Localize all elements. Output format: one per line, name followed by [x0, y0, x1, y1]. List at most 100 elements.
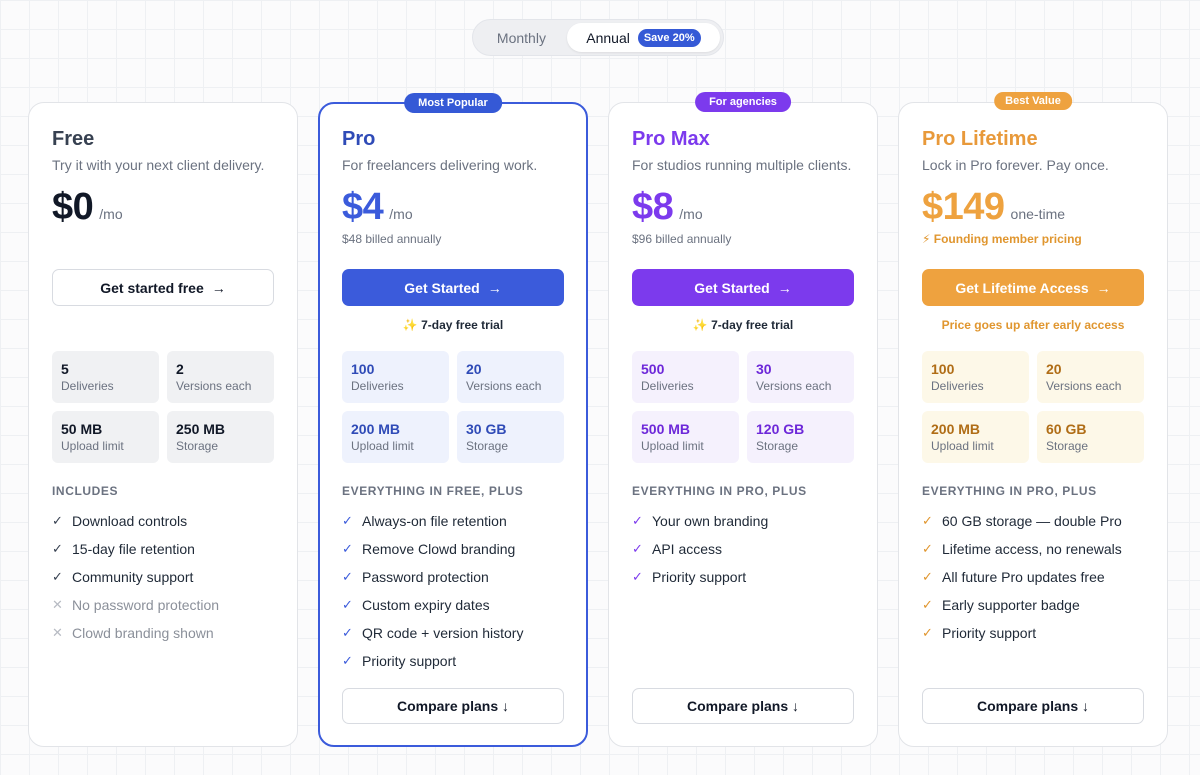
stat-label: Storage: [1046, 439, 1089, 453]
stat-deliveries: 100 Deliveries: [342, 351, 449, 403]
plan-name: Free: [52, 128, 95, 150]
billing-note: $96 billed annually: [632, 232, 732, 246]
includes-title: EVERYTHING IN PRO, PLUS: [632, 484, 807, 498]
check-icon: ✓: [52, 513, 63, 528]
feature-item: ✓ QR code + version history: [342, 619, 523, 647]
compare-plans-button[interactable]: Compare plans ↓: [632, 688, 854, 724]
feature-list: ✓ Always-on file retention ✓ Remove Clowd …: [342, 507, 523, 675]
stat-label: Versions each: [176, 379, 252, 393]
plan-name: Pro Lifetime: [922, 128, 1038, 150]
includes-title: EVERYTHING IN FREE, PLUS: [342, 484, 524, 498]
check-icon: ✓: [922, 569, 933, 584]
feature-text: 60 GB storage — double Pro: [942, 513, 1122, 529]
arrow-right-icon: →: [1096, 279, 1111, 296]
get-started-pro-max-button[interactable]: Get Started →: [632, 269, 854, 306]
plan-stats: 100 Deliveries 20 Versions each 200 MB Uplo…: [342, 351, 565, 463]
stat-label: Upload limit: [931, 439, 994, 453]
plan-stats: 500 Deliveries 30 Versions each 500 MB Uplo…: [632, 351, 855, 463]
compare-plans-button[interactable]: Compare plans ↓: [922, 688, 1144, 724]
feature-text: 15-day file retention: [72, 541, 195, 557]
price-unit: /mo: [679, 206, 703, 222]
billing-option-monthly[interactable]: Monthly: [496, 29, 546, 46]
check-icon: ✓: [342, 653, 353, 668]
stat-label: Deliveries: [641, 379, 694, 393]
stat-deliveries: 5 Deliveries: [52, 351, 159, 403]
stat-label: Storage: [176, 439, 219, 453]
stat-value: 5: [61, 361, 69, 377]
feature-list: ✓ Your own branding ✓ API access ✓ Priority…: [632, 507, 768, 591]
check-icon: ✓: [632, 541, 643, 556]
plan-name: Pro Max: [632, 128, 710, 150]
stat-value: 500 MB: [641, 421, 691, 437]
stat-value: 250 MB: [176, 421, 226, 437]
trial-note: ✨ 7-day free trial: [402, 318, 504, 332]
stat-versions: 20 Versions each: [1037, 351, 1144, 403]
cta-label: Get started free: [100, 279, 204, 296]
compare-plans-button[interactable]: Compare plans ↓: [342, 688, 564, 724]
plan-price: $4: [342, 186, 384, 228]
feature-text: Priority support: [362, 653, 457, 669]
stat-storage: 250 MB Storage: [167, 411, 274, 463]
feature-item: ✓ Download controls: [52, 507, 219, 535]
plan-price: $149: [922, 186, 1005, 228]
check-icon: ✓: [342, 625, 353, 640]
stat-label: Versions each: [756, 379, 832, 393]
feature-list: ✓ Download controls ✓ 15-day file retentio…: [52, 507, 219, 647]
billing-toggle: Monthly Annual Save 20%: [472, 19, 724, 56]
cross-icon: ✕: [52, 625, 63, 640]
plan-description: For studios running multiple clients.: [632, 157, 852, 173]
check-icon: ✓: [52, 541, 63, 556]
feature-item: ✓ All future Pro updates free: [922, 563, 1122, 591]
stat-value: 200 MB: [351, 421, 401, 437]
stat-versions: 20 Versions each: [457, 351, 564, 403]
stat-value: 100: [351, 361, 375, 377]
stat-label: Deliveries: [351, 379, 404, 393]
stat-upload-limit: 200 MB Upload limit: [342, 411, 449, 463]
check-icon: ✓: [342, 513, 353, 528]
get-started-free-button[interactable]: Get started free →: [52, 269, 274, 306]
cross-icon: ✕: [52, 597, 63, 612]
feature-list: ✓ 60 GB storage — double Pro ✓ Lifetime ac…: [922, 507, 1122, 647]
feature-item: ✓ Community support: [52, 563, 219, 591]
most-popular-badge: Most Popular: [404, 93, 502, 113]
stat-value: 30: [756, 361, 772, 377]
stat-value: 100: [931, 361, 955, 377]
stat-value: 120 GB: [756, 421, 805, 437]
cta-label: Get Started: [404, 279, 480, 296]
check-icon: ✓: [922, 541, 933, 556]
price-row: $8 /mo: [632, 187, 854, 227]
feature-item: ✕ No password protection: [52, 591, 219, 619]
stat-versions: 2 Versions each: [167, 351, 274, 403]
stat-label: Versions each: [1046, 379, 1122, 393]
feature-text: Remove Clowd branding: [362, 541, 516, 557]
stat-storage: 120 GB Storage: [747, 411, 854, 463]
price-increase-note: Price goes up after early access: [941, 318, 1125, 332]
feature-item: ✓ 60 GB storage — double Pro: [922, 507, 1122, 535]
stat-deliveries: 500 Deliveries: [632, 351, 739, 403]
check-icon: ✓: [342, 569, 353, 584]
save-badge: Save 20%: [637, 28, 701, 47]
feature-item: ✓ Lifetime access, no renewals: [922, 535, 1122, 563]
feature-text: Lifetime access, no renewals: [942, 541, 1122, 557]
price-row: $4 /mo: [342, 187, 564, 227]
billing-option-annual-label: Annual: [586, 29, 630, 46]
feature-item: ✓ Priority support: [922, 619, 1122, 647]
get-lifetime-access-button[interactable]: Get Lifetime Access →: [922, 269, 1144, 306]
stat-storage: 30 GB Storage: [457, 411, 564, 463]
plan-card-pro-max: For agencies Pro Max For studios running…: [608, 92, 878, 747]
check-icon: ✓: [922, 625, 933, 640]
feature-text: QR code + version history: [362, 625, 524, 641]
check-icon: ✓: [922, 597, 933, 612]
check-icon: ✓: [922, 513, 933, 528]
get-started-pro-button[interactable]: Get Started →: [342, 269, 564, 306]
feature-item: ✓ API access: [632, 535, 768, 563]
stat-versions: 30 Versions each: [747, 351, 854, 403]
feature-text: Download controls: [72, 513, 188, 529]
stat-label: Deliveries: [61, 379, 114, 393]
billing-option-annual[interactable]: Annual Save 20%: [566, 23, 720, 52]
feature-item: ✓ Custom expiry dates: [342, 591, 523, 619]
plan-price: $0: [52, 186, 94, 228]
price-unit: /mo: [99, 206, 123, 222]
plan-card-pro-lifetime: Best Value Pro Lifetime Lock in Pro fore…: [898, 92, 1168, 747]
feature-item: ✓ Always-on file retention: [342, 507, 523, 535]
